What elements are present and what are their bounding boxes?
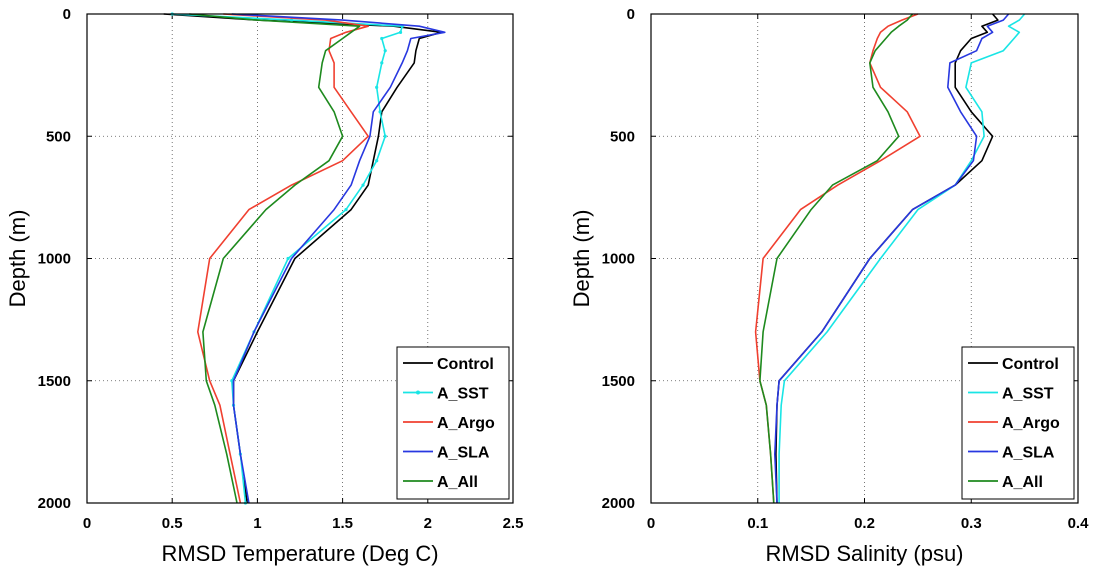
x-tick-label: 0.5 (162, 515, 183, 532)
temperature-panel: 0 0.5 1 1.5 2 2.5 0 500 1000 1500 2000 RMSD Tempera… (5, 6, 523, 566)
x-tick-label: 0.4 (1068, 515, 1090, 532)
y-tick-label: 0 (627, 6, 635, 23)
y-axis-label: Depth (m) (569, 210, 594, 308)
y-tick-label: 2000 (38, 495, 71, 512)
y-tick-label: 500 (46, 128, 71, 145)
legend-label-a-all: A_All (437, 474, 478, 491)
legend-label-control: Control (1002, 356, 1059, 373)
axes-frame (650, 13, 1079, 504)
temp-series-a-sst-point (344, 208, 348, 212)
legend-box (961, 346, 1075, 500)
sal-series-a-sst-line (778, 13, 1026, 503)
x-tick-label: 0.3 (961, 515, 982, 532)
temp-series-a-sst-point (380, 36, 384, 41)
sal-series-a-sla-line (773, 13, 1010, 504)
y-tick-label: 0 (63, 6, 71, 23)
legend-label-control: Control (437, 356, 494, 373)
sal-series-a-all-line (759, 13, 914, 504)
temp-series-a-sst-point (378, 110, 382, 114)
y-tick-label: 1500 (38, 373, 71, 390)
legend-label-a-argo: A_Argo (1002, 415, 1060, 432)
temp-series-a-argo-line (197, 13, 370, 504)
x-axis-label: RMSD Temperature (Deg C) (161, 541, 438, 566)
x-tick-label: 2.5 (503, 515, 524, 532)
legend-marker-a-sst (416, 390, 420, 395)
x-tick-label: 0 (647, 515, 655, 532)
y-tick-label: 2000 (602, 495, 635, 512)
temp-series-a-sst-point (230, 379, 234, 383)
legend-label-a-sst: A_SST (1002, 386, 1054, 403)
x-tick-label: 0.2 (854, 515, 875, 532)
y-tick-label: 1000 (602, 251, 635, 268)
temp-series-a-sst-point (398, 30, 403, 34)
legend-label-a-sst: A_SST (437, 386, 489, 403)
legend-label-a-all: A_All (1002, 474, 1043, 491)
temp-series-a-all-line (189, 13, 361, 504)
y-tick-label: 500 (610, 128, 635, 145)
temp-series-a-sst-point (383, 134, 387, 138)
temp-series-a-sst-point (375, 85, 379, 89)
legend: Control A_SST A_Argo A_SLA A_All (396, 346, 510, 500)
y-tick-label: 1000 (38, 251, 71, 268)
temp-series-a-sla-line (231, 13, 446, 504)
legend-label-a-sla: A_SLA (1002, 445, 1055, 462)
legend-label-a-sla: A_SLA (437, 445, 490, 462)
y-axis-label: Depth (m) (5, 210, 30, 308)
temp-series-a-sst-point (380, 61, 384, 65)
temp-series-a-sst-point (286, 256, 290, 261)
x-tick-label: 1.5 (332, 515, 353, 532)
salinity-panel: 0 0.1 0.2 0.3 0.4 0 500 1000 1500 2000 RMSD Salini… (569, 6, 1089, 566)
x-tick-label: 2 (424, 515, 432, 532)
x-tick-label: 0 (83, 515, 91, 532)
axes-frame (86, 13, 514, 504)
legend: Control A_SST A_Argo A_SLA A_All (961, 346, 1075, 500)
x-tick-label: 0.1 (747, 515, 768, 532)
temp-series-a-sst-point (383, 49, 387, 53)
x-axis-label: RMSD Salinity (psu) (765, 541, 963, 566)
legend-label-a-argo: A_Argo (437, 415, 495, 432)
temp-series-a-sst-point (375, 159, 379, 163)
temp-series-a-sst-point (361, 183, 365, 187)
y-tick-label: 1500 (602, 373, 635, 390)
temp-series-a-sst-point (289, 18, 294, 22)
x-tick-label: 1 (253, 515, 261, 532)
legend-box (396, 346, 510, 500)
